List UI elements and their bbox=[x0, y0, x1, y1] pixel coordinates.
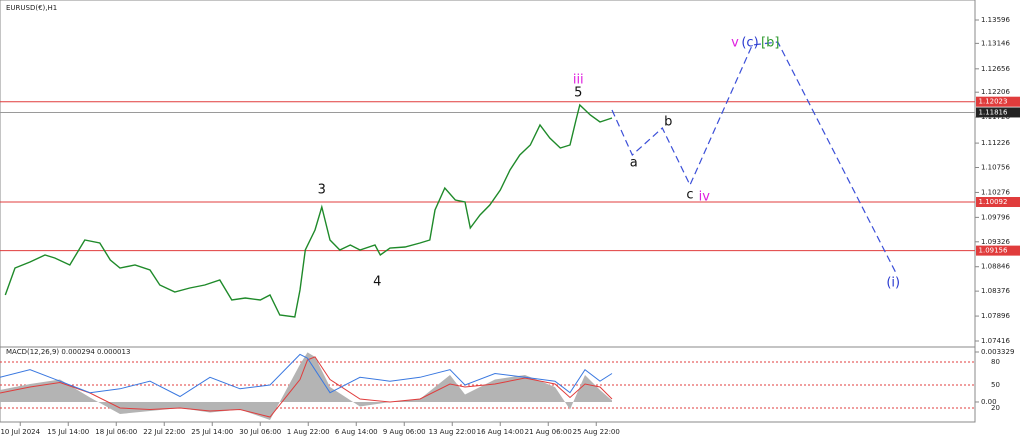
y-tick-label: 1.08376 bbox=[981, 287, 1010, 295]
level-label-box bbox=[976, 197, 1020, 208]
current-price-box bbox=[976, 107, 1020, 118]
wave-label: (i) bbox=[886, 276, 900, 291]
y-tick-label: 0.00 bbox=[981, 398, 997, 406]
x-tick-label: 13 Aug 22:00 bbox=[429, 428, 476, 436]
wave-label: [b] bbox=[761, 36, 779, 51]
x-tick-label: 1 Aug 22:00 bbox=[287, 428, 330, 436]
frame bbox=[0, 0, 976, 423]
y-tick-label: 1.07896 bbox=[981, 312, 1010, 320]
price-line bbox=[4, 103, 613, 318]
wave-label: (c) bbox=[741, 36, 758, 51]
y-tick-label: 1.12206 bbox=[981, 88, 1010, 96]
wave-label: a bbox=[630, 155, 638, 170]
x-tick-label: 9 Aug 06:00 bbox=[383, 428, 426, 436]
x-tick-label: 30 Jul 06:00 bbox=[239, 428, 281, 436]
wave-label: b bbox=[664, 115, 672, 130]
y-tick-label: 1.11226 bbox=[981, 139, 1010, 147]
y-tick-label: 1.09326 bbox=[981, 238, 1010, 246]
projection-path bbox=[611, 41, 898, 276]
wave-label: 4 bbox=[373, 274, 381, 289]
x-tick-label: 25 Jul 14:00 bbox=[191, 428, 233, 436]
wave-label: iv bbox=[699, 190, 711, 205]
x-tick-label: 16 Aug 14:00 bbox=[477, 428, 524, 436]
wave-label: 3 bbox=[318, 183, 326, 198]
macd-title: MACD(12,26,9) 0.000294 0.000013 bbox=[6, 348, 130, 356]
macd-histogram bbox=[0, 352, 612, 420]
y-tick-label: 1.09796 bbox=[981, 213, 1010, 221]
x-tick-label: 25 Aug 22:00 bbox=[573, 428, 620, 436]
wave-label: iii bbox=[573, 72, 584, 87]
level-label: 1.09156 bbox=[979, 247, 1008, 255]
chart-title: EURUSD(€),H1 bbox=[6, 4, 57, 12]
y-tick-label: 1.13596 bbox=[981, 16, 1010, 24]
y-tick-label: 1.07416 bbox=[981, 337, 1010, 345]
x-tick-label: 21 Aug 06:00 bbox=[525, 428, 572, 436]
wave-label: c bbox=[686, 187, 693, 202]
y2-tick-label: 80 bbox=[991, 358, 1000, 366]
x-tick-label: 15 Jul 14:00 bbox=[47, 428, 89, 436]
x-tick-label: 6 Aug 14:00 bbox=[335, 428, 378, 436]
level-label-box bbox=[976, 245, 1020, 256]
y-tick-label: 1.08846 bbox=[981, 263, 1010, 271]
macd-line bbox=[0, 356, 613, 418]
y2-tick-label: 20 bbox=[991, 404, 1000, 412]
current-price-label: 1.11816 bbox=[979, 108, 1008, 116]
y-tick-label: 1.10276 bbox=[981, 188, 1010, 196]
level-label: 1.10092 bbox=[979, 198, 1008, 206]
y-tick-label: 1.13146 bbox=[981, 39, 1010, 47]
level-label: 1.12023 bbox=[979, 98, 1008, 106]
macd-line bbox=[0, 353, 613, 398]
x-tick-label: 18 Jul 06:00 bbox=[95, 428, 137, 436]
y-tick-label: 1.10756 bbox=[981, 164, 1010, 172]
wave-label: v bbox=[731, 36, 739, 51]
x-tick-label: 22 Jul 22:00 bbox=[143, 428, 185, 436]
wave-label: 5 bbox=[574, 86, 582, 101]
level-label-box bbox=[976, 96, 1020, 107]
y-tick-label: 1.12656 bbox=[981, 65, 1010, 73]
y2-tick-label: 50 bbox=[991, 381, 1000, 389]
y-tick-label: 0.003329 bbox=[981, 348, 1014, 356]
x-tick-label: 10 Jul 2024 bbox=[0, 428, 40, 436]
